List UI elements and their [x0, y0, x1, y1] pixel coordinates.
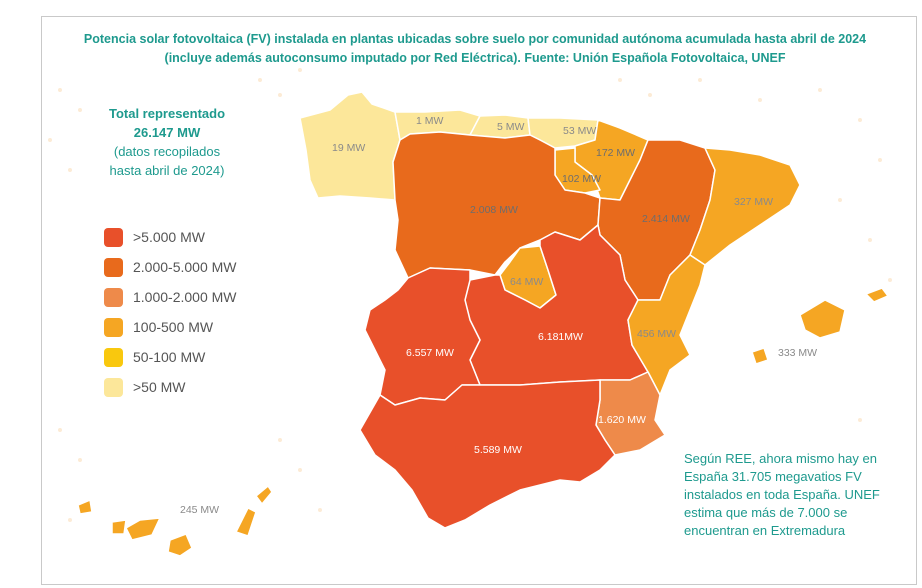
region-label-castilla-la-mancha: 6.181MW: [538, 331, 583, 343]
region-label-cataluna: 327 MW: [734, 196, 773, 208]
region-label-aragon: 2.414 MW: [642, 213, 690, 225]
region-baleares-ibiza[interactable]: [751, 347, 769, 365]
legend-item: 2.000-5.000 MW: [104, 252, 237, 282]
total-note-line2: hasta abril de 2024): [109, 163, 225, 178]
region-canarias-2[interactable]: [111, 519, 127, 535]
total-value: 26.147 MW: [133, 125, 201, 140]
region-label-valencia: 456 MW: [637, 328, 676, 340]
ree-note: Según REE, ahora mismo hay en España 31.…: [684, 451, 880, 538]
region-label-extremadura: 6.557 MW: [406, 347, 454, 359]
region-cataluna[interactable]: [689, 147, 801, 266]
region-label-la-rioja: 102 MW: [562, 173, 601, 185]
region-label-navarra: 172 MW: [596, 147, 635, 159]
legend-label: >5.000 MW: [133, 229, 205, 245]
legend-swatch: [104, 287, 123, 307]
legend-item: 1.000-2.000 MW: [104, 282, 237, 312]
region-canarias-1[interactable]: [77, 499, 93, 515]
legend-item: 50-100 MW: [104, 342, 237, 372]
region-canarias-6[interactable]: [255, 485, 273, 505]
legend-label: 100-500 MW: [133, 319, 214, 335]
total-note-line1: (datos recopilados: [113, 144, 221, 159]
legend-swatch: [104, 257, 123, 277]
region-label-madrid: 64 MW: [510, 276, 543, 288]
region-label-canarias: 245 MW: [180, 504, 219, 516]
map-title: Potencia solar fotovoltaica (FV) instala…: [83, 32, 867, 65]
region-label-asturias: 1 MW: [416, 115, 444, 127]
region-label-baleares: 333 MW: [778, 347, 817, 359]
legend-swatch: [104, 377, 123, 397]
legend-swatch: [104, 227, 123, 247]
legend-item: >5.000 MW: [104, 222, 237, 252]
total-heading: Total representado: [108, 106, 226, 121]
region-canarias-3[interactable]: [125, 517, 161, 541]
total-summary: Total representado 26.147 MW (datos reco…: [92, 104, 242, 180]
region-canarias-5[interactable]: [235, 507, 257, 537]
region-label-murcia: 1.620 MW: [598, 414, 646, 426]
region-label-cantabria: 5 MW: [497, 121, 525, 133]
legend-label: >50 MW: [133, 379, 186, 395]
region-label-andalucia: 5.589 MW: [474, 444, 522, 456]
region-label-pais-vasco: 53 MW: [563, 125, 596, 137]
legend-label: 50-100 MW: [133, 349, 206, 365]
region-andalucia[interactable]: [359, 379, 616, 529]
region-valencia[interactable]: [627, 254, 706, 396]
region-label-castilla-leon: 2.008 MW: [470, 204, 518, 216]
legend-swatch: [104, 317, 123, 337]
legend: >5.000 MW 2.000-5.000 MW 1.000-2.000 MW …: [104, 222, 237, 402]
region-baleares-menorca[interactable]: [865, 287, 889, 303]
legend-label: 1.000-2.000 MW: [133, 289, 237, 305]
region-canarias-4[interactable]: [167, 533, 193, 557]
legend-item: 100-500 MW: [104, 312, 237, 342]
legend-swatch: [104, 347, 123, 367]
legend-label: 2.000-5.000 MW: [133, 259, 237, 275]
region-baleares[interactable]: [799, 299, 846, 339]
legend-item: >50 MW: [104, 372, 237, 402]
region-label-galicia: 19 MW: [332, 142, 365, 154]
